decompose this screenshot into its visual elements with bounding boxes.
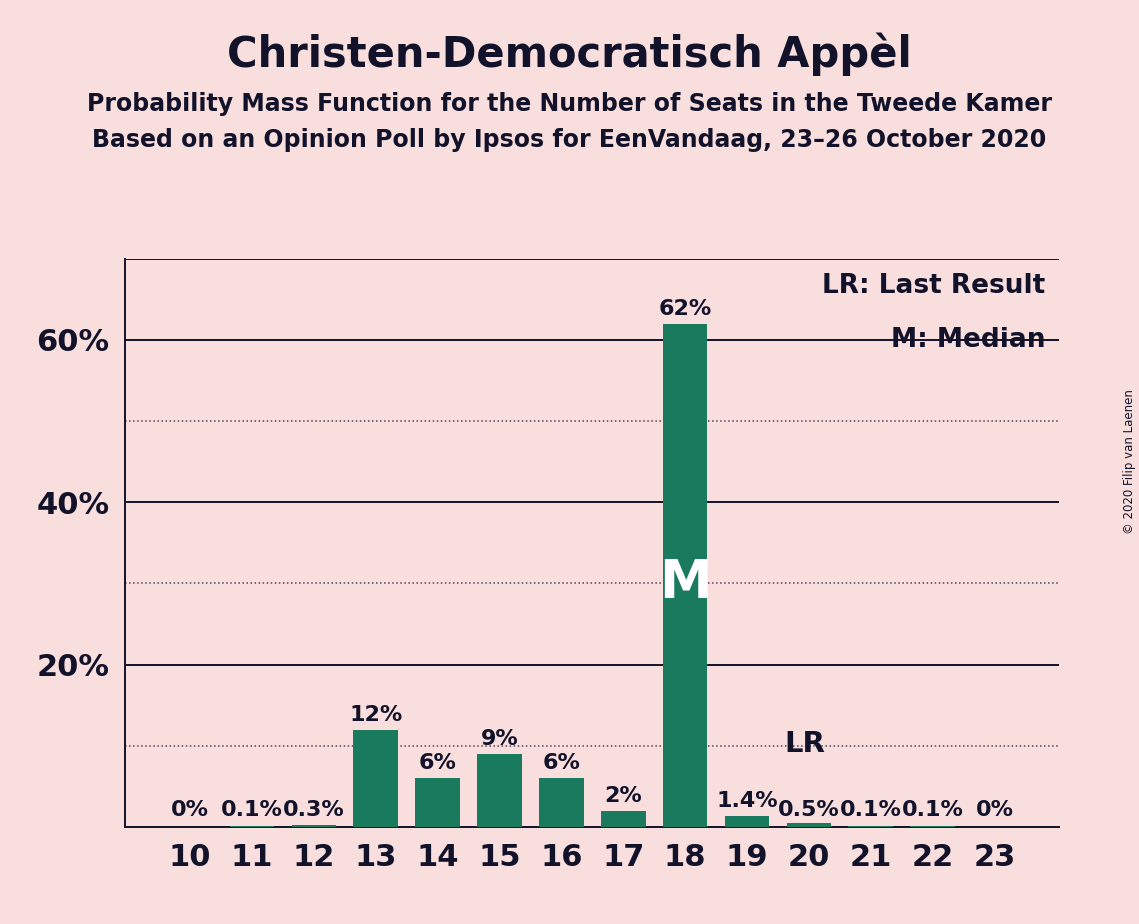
Text: 12%: 12% [349,705,402,724]
Text: M: Median: M: Median [891,327,1046,353]
Text: 9%: 9% [481,729,518,749]
Text: 0.1%: 0.1% [839,800,902,821]
Text: 2%: 2% [605,786,642,806]
Text: Based on an Opinion Poll by Ipsos for EenVandaag, 23–26 October 2020: Based on an Opinion Poll by Ipsos for Ee… [92,128,1047,152]
Text: 62%: 62% [658,298,712,319]
Bar [539,778,583,827]
Text: Christen-Democratisch Appèl: Christen-Democratisch Appèl [227,32,912,76]
Bar [477,754,522,827]
Text: LR: LR [784,730,825,759]
Text: 1.4%: 1.4% [716,791,778,810]
Text: 6%: 6% [542,753,580,773]
Bar [724,816,769,827]
Text: M: M [658,557,712,610]
Text: 0.1%: 0.1% [221,800,282,821]
Text: Probability Mass Function for the Number of Seats in the Tweede Kamer: Probability Mass Function for the Number… [87,92,1052,116]
Bar [416,778,460,827]
Bar [353,730,398,827]
Text: 0%: 0% [975,800,1014,821]
Bar [663,323,707,827]
Bar [292,824,336,827]
Text: 0%: 0% [171,800,210,821]
Text: 0.1%: 0.1% [902,800,964,821]
Text: LR: Last Result: LR: Last Result [822,273,1046,299]
Text: © 2020 Filip van Laenen: © 2020 Filip van Laenen [1123,390,1137,534]
Bar [601,810,646,827]
Text: 0.3%: 0.3% [282,800,345,821]
Bar [787,823,831,827]
Text: 0.5%: 0.5% [778,800,839,821]
Text: 6%: 6% [419,753,457,773]
